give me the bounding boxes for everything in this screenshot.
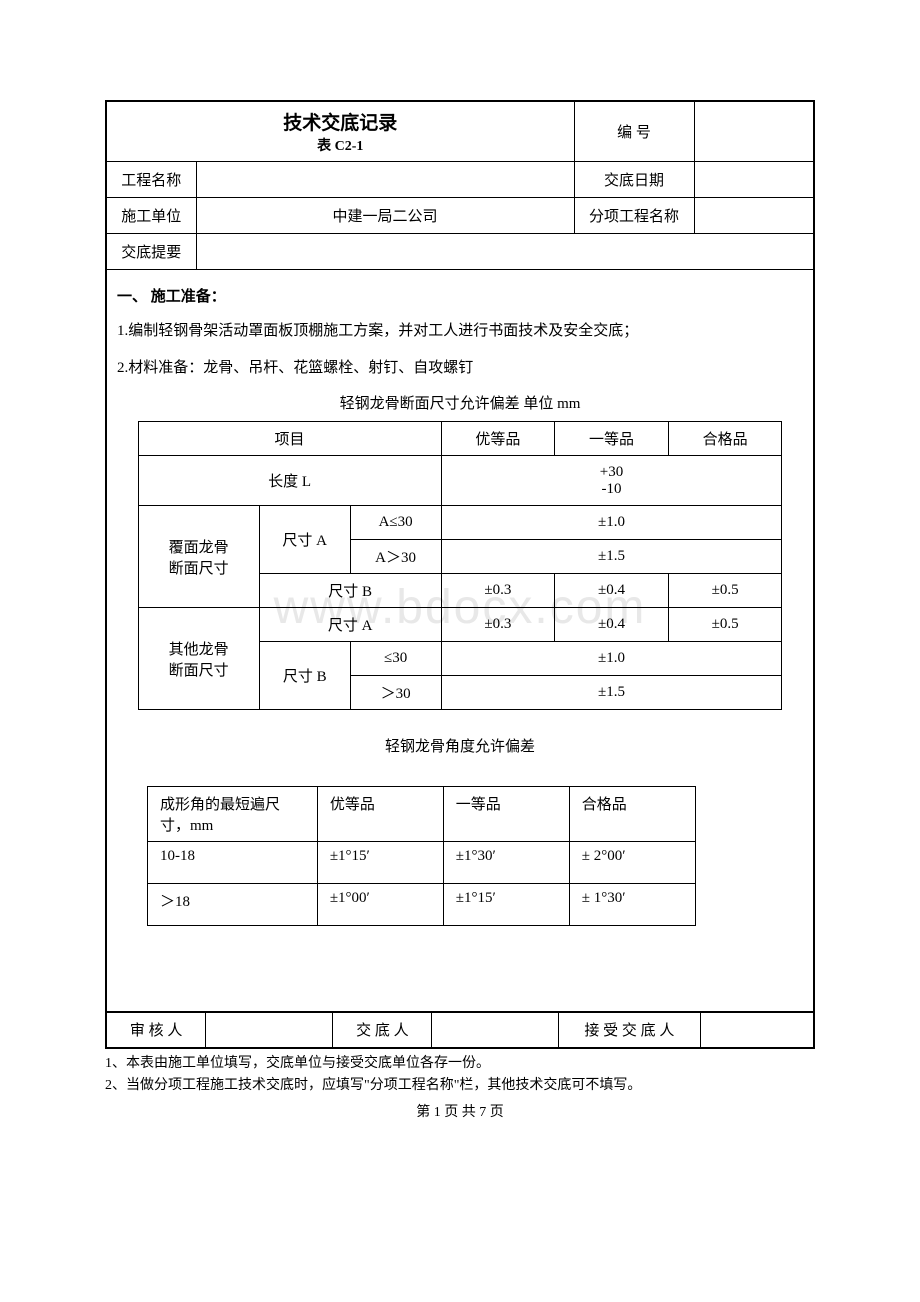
t1-cover-label: 覆面龙骨 断面尺寸 xyxy=(138,506,259,608)
t1-h-item: 项目 xyxy=(138,422,441,456)
discloser-label: 交 底 人 xyxy=(333,1013,432,1047)
t2-h-pass: 合格品 xyxy=(569,787,695,842)
t2-r1-v2: ±1°30′ xyxy=(443,842,569,884)
t1-v-pm15-a: ±1.5 xyxy=(441,540,782,574)
t2-r1-v1: ±1°15′ xyxy=(317,842,443,884)
t2-h-excellent: 优等品 xyxy=(317,787,443,842)
t1-h-excellent: 优等品 xyxy=(441,422,555,456)
number-label: 编 号 xyxy=(574,101,694,162)
t1-h-pass: 合格品 xyxy=(668,422,782,456)
tolerance-table-1: 项目 优等品 一等品 合格品 长度 L +30 -10 覆面龙骨 断面尺寸 尺寸… xyxy=(138,421,783,710)
table1-caption: 轻钢龙骨断面尺寸允许偏差 单位 mm xyxy=(117,392,803,413)
reviewer-label: 审 核 人 xyxy=(107,1013,206,1047)
t2-h-col1: 成形角的最短遍尺寸，mm xyxy=(148,787,318,842)
t1-v-pm04-b: ±0.4 xyxy=(555,608,669,642)
table2-caption: 轻钢龙骨角度允许偏差 xyxy=(117,735,803,756)
t1-v-pm10-a: ±1.0 xyxy=(441,506,782,540)
t1-v-pm10-b: ±1.0 xyxy=(441,642,782,676)
project-name-value xyxy=(196,162,574,198)
note-2: 2、当做分项工程施工技术交底时，应填写"分项工程名称"栏，其他技术交底可不填写。 xyxy=(105,1075,815,1097)
t2-r2-v3: ± 1°30′ xyxy=(569,884,695,926)
t1-v-pm05-b: ±0.5 xyxy=(668,608,782,642)
t2-h-first: 一等品 xyxy=(443,787,569,842)
t1-gt30: ＞30 xyxy=(350,676,441,710)
t1-sizeA-label: 尺寸 A xyxy=(259,506,350,574)
reviewer-value xyxy=(206,1013,333,1047)
discloser-value xyxy=(432,1013,559,1047)
title-cell: 技术交底记录 表 C2-1 xyxy=(106,101,574,162)
t2-r2-label: ＞18 xyxy=(148,884,318,926)
document-content: 技术交底记录 表 C2-1 编 号 工程名称 交底日期 施工单位 中建一局二公司… xyxy=(105,100,815,1121)
t1-length-label: 长度 L xyxy=(138,456,441,506)
t1-other-label: 其他龙骨 断面尺寸 xyxy=(138,608,259,710)
receiver-value xyxy=(700,1013,813,1047)
t2-r1-v3: ± 2°00′ xyxy=(569,842,695,884)
project-name-label: 工程名称 xyxy=(106,162,196,198)
main-table: 技术交底记录 表 C2-1 编 号 工程名称 交底日期 施工单位 中建一局二公司… xyxy=(105,100,815,1049)
t1-v-pm03-a: ±0.3 xyxy=(441,574,555,608)
date-value xyxy=(694,162,814,198)
title-main: 技术交底记录 xyxy=(117,108,564,135)
section-title: 一、 施工准备： xyxy=(117,285,803,306)
t1-A-gt30: A＞30 xyxy=(350,540,441,574)
number-value xyxy=(694,101,814,162)
notes: 1、本表由施工单位填写，交底单位与接受交底单位各存一份。 2、当做分项工程施工技… xyxy=(105,1053,815,1098)
tolerance-table-2: 成形角的最短遍尺寸，mm 优等品 一等品 合格品 10-18 ±1°15′ ±1… xyxy=(147,786,696,926)
t2-r2-v1: ±1°00′ xyxy=(317,884,443,926)
subitem-value xyxy=(694,198,814,234)
t1-A-le30: A≤30 xyxy=(350,506,441,540)
t1-v-pm04-a: ±0.4 xyxy=(555,574,669,608)
t2-r2-v2: ±1°15′ xyxy=(443,884,569,926)
summary-value xyxy=(196,234,814,270)
receiver-label: 接 受 交 底 人 xyxy=(559,1013,700,1047)
t1-sizeB-1: 尺寸 B xyxy=(259,574,441,608)
date-label: 交底日期 xyxy=(574,162,694,198)
t1-sizeB-2: 尺寸 B xyxy=(259,642,350,710)
subitem-label: 分项工程名称 xyxy=(574,198,694,234)
t1-length-val: +30 -10 xyxy=(441,456,782,506)
t1-v-pm15-b: ±1.5 xyxy=(441,676,782,710)
para-1: 1.编制轻钢骨架活动罩面板顶棚施工方案，并对工人进行书面技术及安全交底； xyxy=(117,318,803,345)
unit-label: 施工单位 xyxy=(106,198,196,234)
summary-label: 交底提要 xyxy=(106,234,196,270)
t1-h-first: 一等品 xyxy=(555,422,669,456)
page-number: 第 1 页 共 7 页 xyxy=(105,1101,815,1121)
t1-v-pm05-a: ±0.5 xyxy=(668,574,782,608)
title-sub: 表 C2-1 xyxy=(117,135,564,155)
note-1: 1、本表由施工单位填写，交底单位与接受交底单位各存一份。 xyxy=(105,1053,815,1075)
t2-r1-label: 10-18 xyxy=(148,842,318,884)
unit-value: 中建一局二公司 xyxy=(196,198,574,234)
t1-v-pm03-b: ±0.3 xyxy=(441,608,555,642)
body-cell: 一、 施工准备： 1.编制轻钢骨架活动罩面板顶棚施工方案，并对工人进行书面技术及… xyxy=(106,270,814,1012)
para-2: 2.材料准备：龙骨、吊杆、花篮螺栓、射钉、自攻螺钉 xyxy=(117,355,803,382)
footer-table: 审 核 人 交 底 人 接 受 交 底 人 xyxy=(107,1012,813,1047)
t1-sizeA-2: 尺寸 A xyxy=(259,608,441,642)
t1-le30: ≤30 xyxy=(350,642,441,676)
